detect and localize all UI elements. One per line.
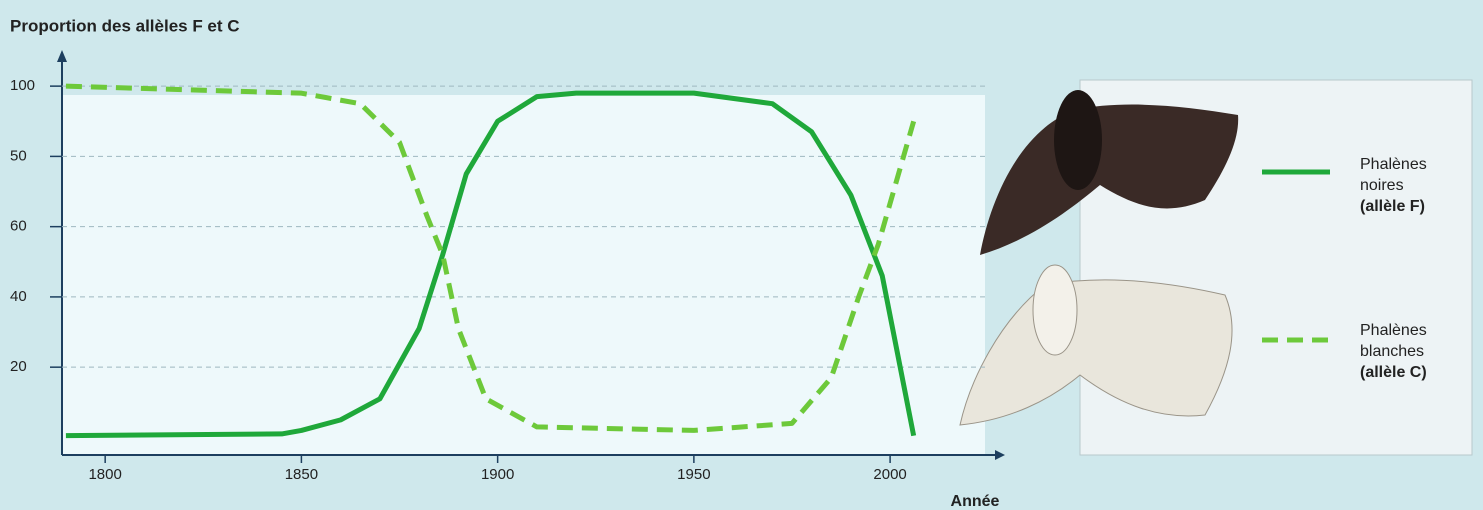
dark-moth — [980, 90, 1239, 255]
x-tick-label: 2000 — [873, 466, 906, 483]
x-axis-arrow — [995, 450, 1005, 460]
chart-title: Proportion des allèles F et C — [10, 16, 240, 35]
y-tick-label: 100 — [10, 77, 35, 94]
legend-label: Phalènes blanches — [1360, 322, 1427, 360]
y-tick-label: 20 — [10, 358, 27, 375]
plot-panel — [62, 95, 985, 455]
line-series — [65, 83, 917, 433]
legend-label: Phalènes noires — [1360, 156, 1427, 194]
y-axis-arrow — [57, 50, 67, 62]
legend-note: (allèle C) — [1360, 364, 1427, 381]
y-tick-label: 50 — [10, 147, 27, 164]
x-tick-label: 1850 — [285, 466, 318, 483]
y-tick-label: 40 — [10, 288, 27, 305]
white-moth — [959, 264, 1233, 426]
x-tick-label: 1950 — [677, 466, 710, 483]
x-tick-label: 1800 — [88, 466, 121, 483]
legend-entry: Phalènes blanches (allèle C) — [1360, 320, 1460, 383]
y-tick-label: 60 — [10, 218, 27, 235]
legend-note: (allèle F) — [1360, 198, 1425, 215]
legend-entry: Phalènes noires (allèle F) — [1360, 154, 1460, 217]
x-tick-label: 1900 — [481, 466, 514, 483]
line-series — [65, 90, 917, 439]
x-axis-label: Année — [951, 493, 1000, 510]
